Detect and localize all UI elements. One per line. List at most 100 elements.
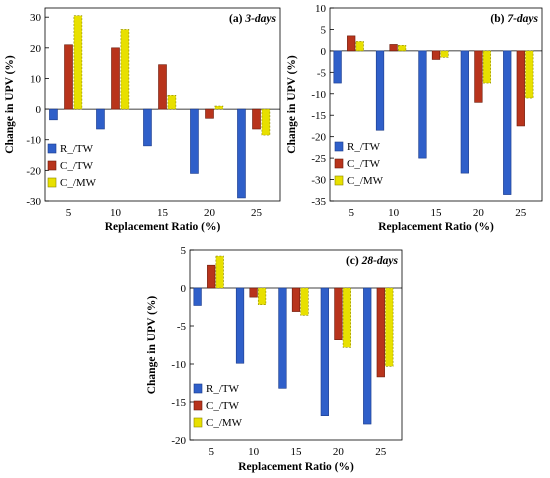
chart-panel-3: -20 -15 -10 -5 0 5 5 10 15 20 25 (c) 28-days Change … [146, 245, 403, 473]
legend-swatch [334, 141, 344, 152]
y-tick-label: -25 [311, 153, 326, 165]
bar-cmw-5 [215, 255, 224, 289]
legend-swatch [47, 177, 57, 188]
x-tick-label: 25 [251, 207, 263, 219]
x-axis-title: Replacement Ratio (%) [378, 221, 494, 233]
bar-cmw-20 [482, 50, 491, 84]
legend-label: C_/MW [60, 177, 97, 189]
bar-cmw-15 [167, 95, 177, 110]
bar-cmw-20 [214, 105, 224, 110]
legend-label: C_/MW [347, 175, 384, 187]
x-tick-label: 15 [291, 446, 303, 458]
bar-rtw-10 [96, 108, 105, 130]
legend-label: C_/MW [206, 417, 243, 429]
y-tick-label: -20 [311, 132, 326, 144]
bar-cmw-15 [440, 50, 449, 58]
bar-cmw-10 [257, 287, 267, 306]
bar-rtw-10 [375, 50, 385, 131]
x-tick-label: 15 [157, 207, 169, 219]
y-tick-label: -15 [171, 397, 186, 409]
bar-rtw-10 [235, 287, 245, 364]
x-tick-label: 5 [66, 207, 72, 219]
y-tick-label: 20 [30, 43, 42, 55]
bar-cmw-25 [385, 287, 394, 367]
bar-cmw-25 [525, 50, 534, 99]
plot-frame [44, 7, 281, 202]
y-axis-title: Change in UPV (%) [146, 296, 158, 395]
legend-label: R_/TW [347, 141, 381, 153]
legend-label: C_/TW [206, 400, 240, 412]
bar-ctw-5 [347, 35, 356, 52]
y-tick-label: 10 [30, 73, 42, 85]
panel-label: (b) 7-days [490, 13, 538, 25]
x-tick-label: 10 [110, 207, 122, 219]
x-tick-label: 20 [204, 207, 216, 219]
legend-swatch [47, 160, 57, 171]
bar-cmw-10 [397, 45, 407, 52]
y-tick-label: -5 [317, 67, 327, 79]
bar-ctw-25 [252, 108, 261, 130]
panel-label: (c) 28-days [346, 255, 399, 267]
x-tick-label: 20 [333, 446, 345, 458]
bar-cmw-15 [300, 287, 309, 316]
y-tick-label: -10 [311, 89, 326, 101]
y-tick-label: -35 [311, 196, 326, 208]
x-axis-title: Replacement Ratio (%) [238, 461, 354, 473]
bar-ctw-20 [205, 108, 214, 119]
legend-label: R_/TW [206, 383, 240, 395]
y-tick-label: -20 [171, 435, 186, 447]
y-tick-label: 0 [36, 104, 42, 116]
y-tick-label: 5 [181, 245, 187, 257]
bar-ctw-20 [474, 50, 483, 103]
chart-panel-2: -35 -30 -25 -20 -15 -10 -5 0 5 10 5 10 15 20 25 (b) 7-d… [286, 3, 543, 233]
y-tick-label: 0 [181, 283, 187, 295]
legend-label: R_/TW [60, 143, 94, 155]
bar-rtw-20 [190, 108, 199, 174]
bar-cmw-10 [120, 29, 130, 110]
bar-rtw-15 [143, 108, 152, 147]
y-tick-label: -20 [26, 165, 41, 177]
bar-cmw-5 [355, 41, 364, 52]
legend-swatch [334, 175, 344, 186]
plot-frame [189, 249, 403, 441]
y-axis-title: Change in UPV (%) [286, 55, 298, 154]
x-tick-label: 10 [248, 446, 260, 458]
bar-cmw-25 [261, 108, 271, 136]
bar-rtw-15 [418, 50, 427, 159]
y-tick-label: 10 [315, 3, 327, 15]
y-tick-label: -30 [311, 175, 326, 187]
chart-panel-1: -30 -20 -10 0 10 20 30 5 10 15 20 25 (a) 3-days Chang… [4, 7, 281, 233]
x-tick-label: 25 [515, 207, 527, 219]
legend-swatch [193, 383, 203, 394]
legend: R_/TW C_/TW C_/MW [334, 141, 384, 187]
bar-rtw-20 [320, 287, 329, 416]
legend: R_/TW C_/TW C_/MW [47, 143, 97, 189]
bar-ctw-20 [334, 287, 343, 340]
x-tick-label: 25 [375, 446, 387, 458]
panel-label: (a) 3-days [229, 13, 276, 25]
bar-ctw-10 [389, 44, 398, 52]
bar-ctw-25 [376, 287, 385, 378]
legend-swatch [193, 417, 203, 428]
bar-ctw-5 [207, 264, 216, 289]
bar-cmw-5 [73, 15, 83, 110]
legend-swatch [193, 400, 203, 411]
bar-rtw-5 [193, 287, 202, 306]
legend-label: C_/TW [347, 158, 381, 170]
bar-rtw-5 [49, 108, 58, 121]
bar-rtw-15 [278, 287, 287, 389]
x-tick-label: 5 [208, 446, 214, 458]
y-axis-title: Change in UPV (%) [4, 55, 16, 154]
legend: R_/TW C_/TW C_/MW [193, 383, 243, 429]
plot-frame [329, 7, 543, 202]
x-tick-label: 15 [431, 207, 443, 219]
y-tick-label: 5 [321, 24, 327, 36]
y-tick-label: -30 [26, 196, 41, 208]
bar-ctw-15 [431, 50, 441, 60]
bar-ctw-5 [64, 44, 73, 110]
legend-label: C_/TW [60, 160, 94, 172]
x-tick-label: 10 [388, 207, 400, 219]
bar-ctw-15 [158, 64, 167, 110]
bar-ctw-15 [291, 287, 301, 312]
